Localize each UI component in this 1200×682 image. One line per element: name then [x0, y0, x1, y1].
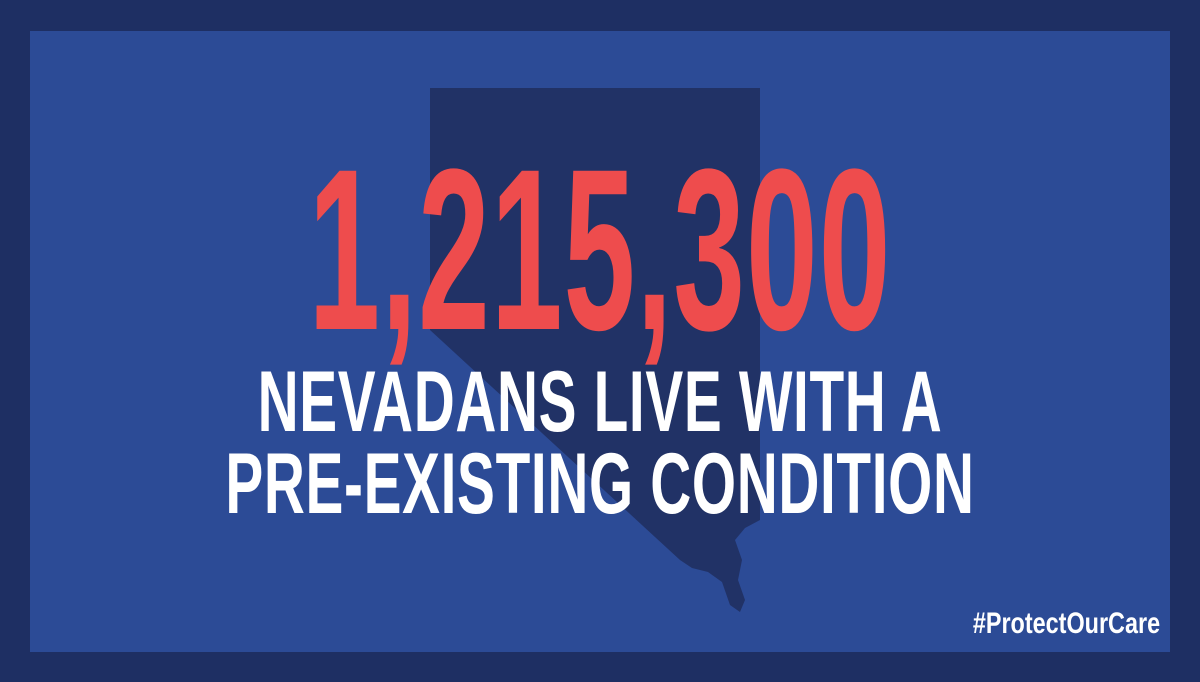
big-number: 1,215,300 [308, 121, 892, 378]
hashtag-label: #ProtectOurCare [972, 607, 1160, 640]
subtitle-line-2: PRE-EXISTING CONDITION [225, 436, 975, 532]
subtitle-line-1: NEVADANS LIVE WITH A [257, 354, 943, 450]
